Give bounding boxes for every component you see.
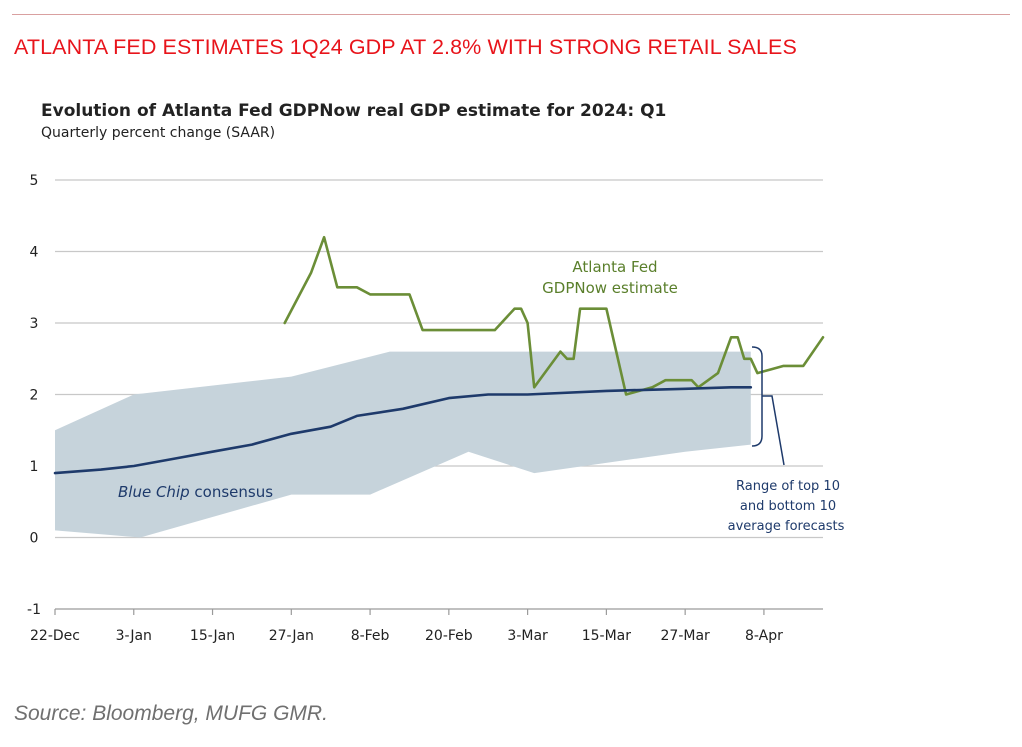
x-tick-label: 8-Apr [745, 628, 783, 644]
bluechip-annotation-italic: Blue Chip [118, 483, 190, 501]
x-tick-label: 22-Dec [30, 628, 80, 644]
gdpnow-annotation-line1: Atlanta Fed [572, 258, 657, 276]
range-annotation-line3: average forecasts [728, 519, 845, 534]
range-band-area [55, 351, 751, 538]
gdpnow-line [283, 235, 825, 396]
range-annotation-line1: Range of top 10 [736, 479, 840, 494]
bluechip-line [53, 386, 753, 475]
chart-subtitle: Quarterly percent change (SAAR) [41, 125, 276, 141]
x-tick-label: 20-Feb [425, 628, 473, 644]
x-axis [54, 608, 823, 615]
bluechip-annotation-rest: consensus [190, 483, 274, 501]
series-lines [53, 235, 825, 475]
y-tick-label: 5 [30, 173, 39, 189]
x-tick-label: 3-Mar [507, 628, 548, 644]
x-tick-label: 27-Jan [269, 628, 314, 644]
x-tick-label: 15-Jan [190, 628, 235, 644]
y-tick-label: -1 [27, 602, 41, 618]
x-tick-label: 15-Mar [582, 628, 632, 644]
annotations: Atlanta Fed GDPNow estimate Blue Chip co… [118, 258, 845, 534]
x-tick-labels: 22-Dec 3-Jan 15-Jan 27-Jan 8-Feb 20-Feb 3-Mar 1… [30, 628, 783, 644]
y-tick-label: 1 [30, 459, 39, 475]
y-tick-label: 2 [30, 388, 39, 404]
x-tick-label: 8-Feb [351, 628, 390, 644]
gdp-chart: -1 0 1 2 3 4 5 22-Dec 3-Jan 15-Jan 27-Jan 8-Feb 20-… [27, 173, 845, 644]
y-tick-label: 0 [30, 531, 39, 547]
source-note: Source: Bloomberg, MUFG GMR. [14, 702, 328, 725]
y-tick-labels: -1 0 1 2 3 4 5 [27, 173, 41, 618]
gdpnow-annotation-line2: GDPNow estimate [542, 279, 678, 297]
y-tick-label: 3 [30, 316, 39, 332]
headline: ATLANTA FED ESTIMATES 1Q24 GDP AT 2.8% W… [14, 35, 797, 59]
top-rule [12, 14, 1010, 15]
forecast-range-band [55, 351, 751, 538]
x-tick-label: 3-Jan [116, 628, 152, 644]
chart-title: Evolution of Atlanta Fed GDPNow real GDP… [41, 101, 667, 121]
y-tick-label: 4 [30, 245, 39, 261]
range-leader-line [762, 395, 785, 466]
x-tick-label: 27-Mar [661, 628, 711, 644]
range-annotation-line2: and bottom 10 [740, 499, 836, 514]
bluechip-annotation: Blue Chip consensus [118, 483, 273, 501]
